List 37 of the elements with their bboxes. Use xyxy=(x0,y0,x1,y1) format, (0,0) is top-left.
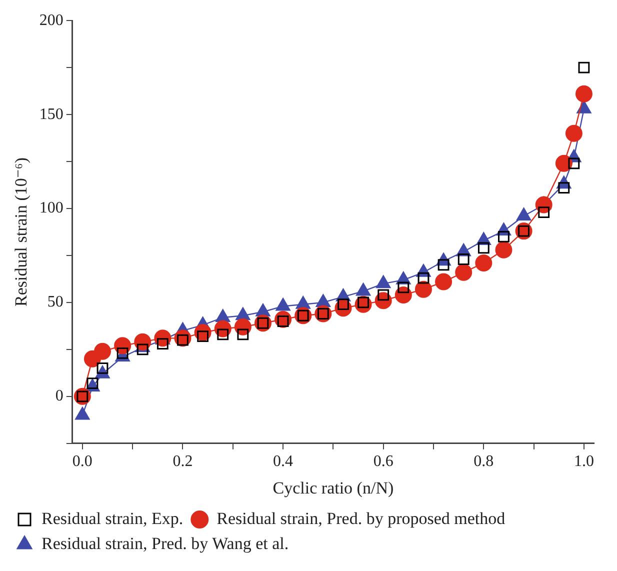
legend-label: Residual strain, Pred. by proposed method xyxy=(216,508,506,528)
point xyxy=(498,231,510,242)
point xyxy=(475,254,492,272)
y-tick-label: 50 xyxy=(47,294,64,311)
point xyxy=(86,378,98,389)
x-tick-label: 0.2 xyxy=(172,453,193,470)
point xyxy=(495,241,512,258)
x-axis-title: Cyclic ratio (n/N) xyxy=(272,478,394,498)
legend-label: Residual strain, Exp. xyxy=(42,508,184,528)
legend-label: Residual strain, Pred. by Wang et al. xyxy=(42,534,289,553)
x-tick-label: 1.0 xyxy=(574,453,594,470)
point xyxy=(458,254,470,265)
point xyxy=(237,328,249,340)
y-tick-label: 200 xyxy=(39,12,64,29)
x-tick-label: 0.0 xyxy=(72,453,92,470)
y-tick-label: 150 xyxy=(39,106,64,123)
y-axis-title: Residual strain (10⁻⁶) xyxy=(12,158,31,306)
x-tick-label: 0.6 xyxy=(373,453,394,470)
y-tick-label: 0 xyxy=(55,388,64,405)
point xyxy=(116,348,128,359)
point xyxy=(455,264,472,281)
point xyxy=(565,124,582,142)
point xyxy=(538,206,550,218)
point xyxy=(555,154,572,172)
x-tick-label: 0.4 xyxy=(273,453,294,470)
y-tick-label: 100 xyxy=(39,200,64,217)
point xyxy=(398,282,410,294)
point xyxy=(478,242,490,254)
x-tick-label: 0.8 xyxy=(474,453,494,470)
point xyxy=(414,280,432,298)
point xyxy=(568,158,580,170)
point xyxy=(435,273,452,290)
point xyxy=(575,85,592,102)
point xyxy=(94,342,111,360)
point xyxy=(578,62,590,74)
point xyxy=(418,272,430,284)
point xyxy=(136,344,148,356)
